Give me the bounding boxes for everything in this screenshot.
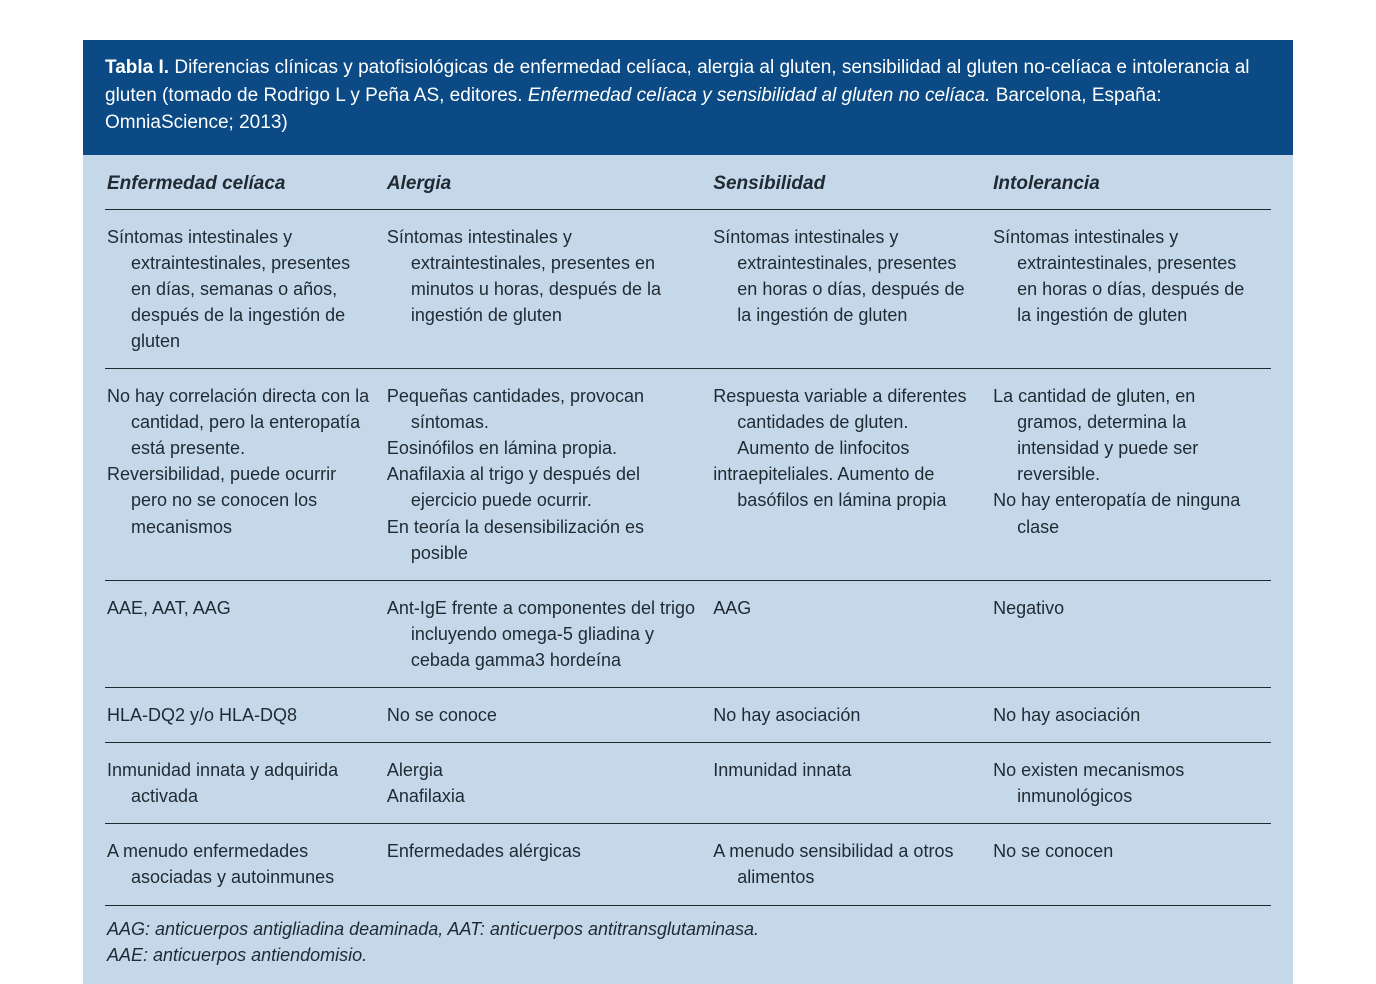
cell-line: Pequeñas cantidades, provocan síntomas. (387, 383, 697, 435)
table-header-row: Enfermedad celíaca Alergia Sensibilidad … (105, 155, 1271, 210)
cell-line: AAE, AAT, AAG (107, 595, 371, 621)
cell-line: Negativo (993, 595, 1257, 621)
cell-line: Anafilaxia (387, 783, 697, 809)
table-row: HLA-DQ2 y/o HLA-DQ8 No se conoce No hay as… (105, 688, 1271, 743)
cell-line: HLA-DQ2 y/o HLA-DQ8 (107, 702, 371, 728)
table-cell: No existen mecanismos inmunológicos (991, 743, 1271, 824)
table-row: Síntomas intestinales y extraintestinale… (105, 209, 1271, 368)
cell-line: Ant-IgE frente a componentes del trigo i… (387, 595, 697, 673)
caption-italic: Enfermedad celíaca y sensibilidad al glu… (528, 85, 991, 106)
caption-label: Tabla I. (105, 57, 169, 78)
cell-line: intraepiteliales. Aumento de basófilos e… (713, 461, 977, 513)
cell-line: Síntomas intestinales y extraintestinale… (387, 224, 697, 328)
table-cell: No se conoce (385, 688, 711, 743)
col-header: Enfermedad celíaca (105, 155, 385, 210)
cell-line: Reversibilidad, puede ocurrir pero no se… (107, 461, 371, 539)
cell-line: AAG (713, 595, 977, 621)
cell-line: Inmunidad innata y adquirida activada (107, 757, 371, 809)
cell-line: Síntomas intestinales y extraintestinale… (107, 224, 371, 354)
table-container: Tabla I. Diferencias clínicas y patofisi… (83, 40, 1293, 984)
table-cell: Pequeñas cantidades, provocan síntomas.E… (385, 369, 711, 581)
footnote-line: AAE: anticuerpos antiendomisio. (107, 942, 1271, 968)
col-header: Sensibilidad (711, 155, 991, 210)
table-cell: La cantidad de gluten, en gramos, determ… (991, 369, 1271, 581)
col-header: Alergia (385, 155, 711, 210)
table-row: AAE, AAT, AAG Ant-IgE frente a componente… (105, 580, 1271, 687)
cell-line: No existen mecanismos inmunológicos (993, 757, 1257, 809)
table-cell: No hay asociación (991, 688, 1271, 743)
table-cell: AAG (711, 580, 991, 687)
cell-line: No hay asociación (713, 702, 977, 728)
cell-line: No hay correlación directa con la cantid… (107, 383, 371, 461)
table-cell: A menudo sensibilidad a otros alimentos (711, 824, 991, 905)
cell-line: Enfermedades alérgicas (387, 838, 697, 864)
table-cell: Negativo (991, 580, 1271, 687)
cell-line: Anafilaxia al trigo y después del ejerci… (387, 461, 697, 513)
table-cell: HLA-DQ2 y/o HLA-DQ8 (105, 688, 385, 743)
table-caption: Tabla I. Diferencias clínicas y patofisi… (83, 40, 1293, 155)
table-body-wrap: Enfermedad celíaca Alergia Sensibilidad … (83, 155, 1293, 906)
cell-line: Síntomas intestinales y extraintestinale… (713, 224, 977, 328)
cell-line: No hay asociación (993, 702, 1257, 728)
cell-line: No se conoce (387, 702, 697, 728)
table-cell: Enfermedades alérgicas (385, 824, 711, 905)
cell-line: No se conocen (993, 838, 1257, 864)
table-rows: Síntomas intestinales y extraintestinale… (105, 209, 1271, 905)
cell-line: Síntomas intestinales y extraintestinale… (993, 224, 1257, 328)
cell-line: Eosinófilos en lámina propia. (387, 435, 697, 461)
cell-line: Alergia (387, 757, 697, 783)
table-cell: Síntomas intestinales y extraintestinale… (385, 209, 711, 368)
col-header: Intolerancia (991, 155, 1271, 210)
table-cell: AAE, AAT, AAG (105, 580, 385, 687)
table-cell: Respuesta variable a diferentes cantidad… (711, 369, 991, 581)
table-footnotes: AAG: anticuerpos antigliadina deaminada,… (83, 906, 1293, 984)
cell-line: No hay enteropatía de ninguna clase (993, 487, 1257, 539)
cell-line: A menudo sensibilidad a otros alimentos (713, 838, 977, 890)
table-row: No hay correlación directa con la cantid… (105, 369, 1271, 581)
table-cell: No se conocen (991, 824, 1271, 905)
table-cell: No hay correlación directa con la cantid… (105, 369, 385, 581)
table-cell: Síntomas intestinales y extraintestinale… (105, 209, 385, 368)
cell-line: En teoría la desensibilización es posibl… (387, 514, 697, 566)
table-cell: AlergiaAnafilaxia (385, 743, 711, 824)
table-cell: Ant-IgE frente a componentes del trigo i… (385, 580, 711, 687)
cell-line: La cantidad de gluten, en gramos, determ… (993, 383, 1257, 487)
cell-line: Respuesta variable a diferentes cantidad… (713, 383, 977, 461)
table-cell: A menudo enfermedades asociadas y autoin… (105, 824, 385, 905)
table-row: A menudo enfermedades asociadas y autoin… (105, 824, 1271, 905)
table-row: Inmunidad innata y adquirida activada Ale… (105, 743, 1271, 824)
table-cell: Inmunidad innata (711, 743, 991, 824)
table-cell: No hay asociación (711, 688, 991, 743)
differences-table: Enfermedad celíaca Alergia Sensibilidad … (105, 155, 1271, 906)
cell-line: Inmunidad innata (713, 757, 977, 783)
cell-line: A menudo enfermedades asociadas y autoin… (107, 838, 371, 890)
footnote-line: AAG: anticuerpos antigliadina deaminada,… (107, 916, 1271, 942)
table-cell: Inmunidad innata y adquirida activada (105, 743, 385, 824)
table-cell: Síntomas intestinales y extraintestinale… (711, 209, 991, 368)
table-cell: Síntomas intestinales y extraintestinale… (991, 209, 1271, 368)
